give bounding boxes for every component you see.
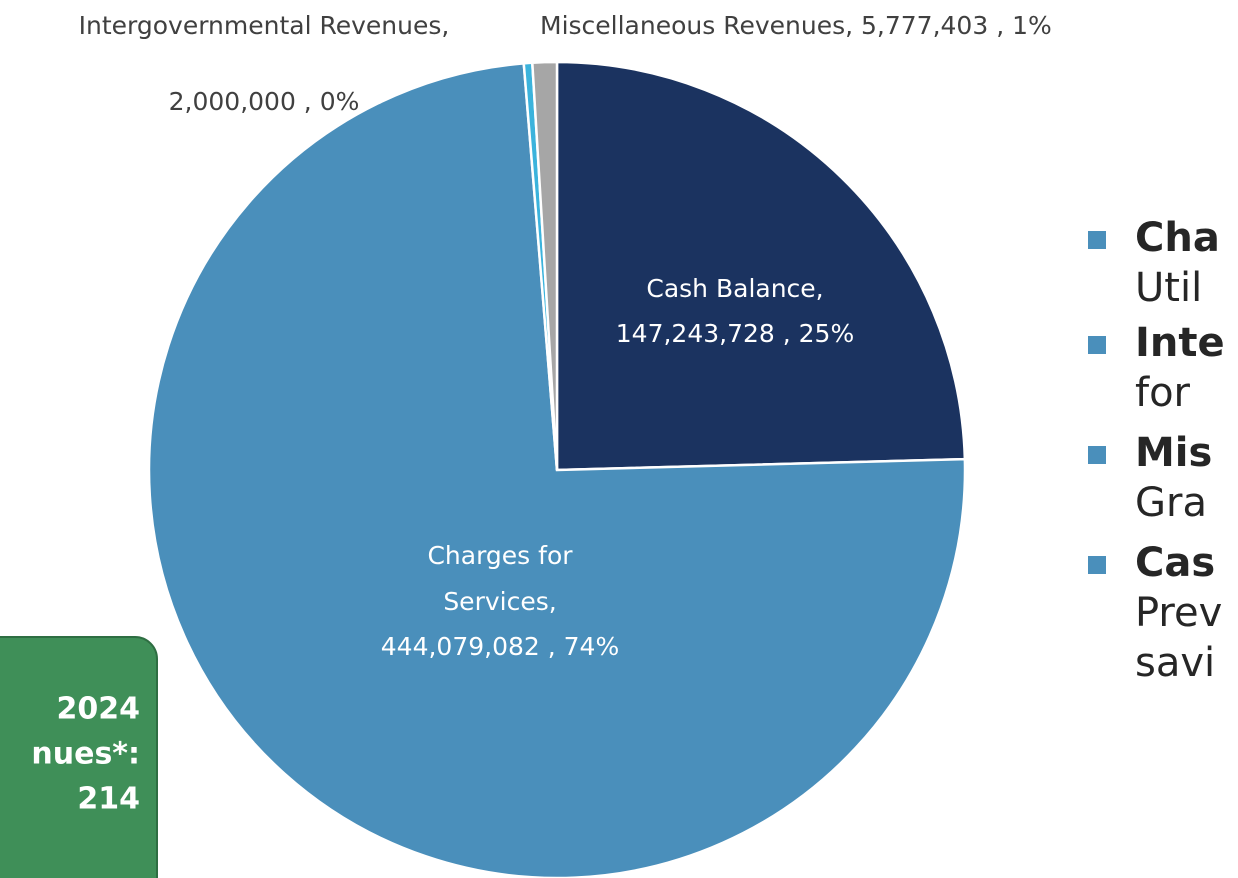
value-label: 147,243,728 , 25% bbox=[616, 319, 854, 348]
category-label: Intergovernmental Revenues, bbox=[79, 11, 450, 40]
value-label: 2,000,000 , 0% bbox=[169, 87, 360, 116]
callout-line: 214 bbox=[77, 782, 140, 817]
data-label: Charges for Services, 444,079,082 , 74% bbox=[381, 541, 619, 661]
pie bbox=[147, 60, 967, 878]
bullet-text: Gra bbox=[1135, 480, 1207, 526]
data-label: Miscellaneous Revenues, 5,777,403 , 1% bbox=[540, 11, 1052, 40]
category-label: Miscellaneous Revenues, bbox=[540, 11, 853, 40]
data-label: Cash Balance, 147,243,728 , 25% bbox=[616, 274, 854, 348]
bullet-title: Cas bbox=[1135, 540, 1215, 586]
bullet-text: Util bbox=[1135, 265, 1202, 311]
pie-slice bbox=[555, 60, 967, 472]
bullet-title: Mis bbox=[1135, 430, 1212, 476]
pie-slice bbox=[147, 62, 967, 878]
bullet-text: Prev bbox=[1135, 590, 1222, 636]
bullet-title: Cha bbox=[1135, 215, 1220, 261]
bullet-title: Inte bbox=[1135, 320, 1225, 366]
callout-line: 2024 bbox=[57, 692, 141, 727]
bullet-text: savi bbox=[1135, 640, 1215, 686]
bullet-marker bbox=[1088, 556, 1106, 574]
callout-line: nues*: bbox=[31, 737, 140, 772]
callout-box bbox=[0, 636, 158, 878]
bullet-marker bbox=[1088, 231, 1106, 249]
data-label: Intergovernmental Revenues, 2,000,000 , 0… bbox=[79, 11, 450, 116]
category-label: Charges for bbox=[427, 541, 573, 570]
bullet-marker bbox=[1088, 446, 1106, 464]
bullet-text: for bbox=[1135, 370, 1191, 416]
value-label: 5,777,403 , 1% bbox=[853, 11, 1052, 40]
value-label: 444,079,082 , 74% bbox=[381, 632, 619, 661]
category-label: Services, bbox=[443, 587, 556, 616]
category-label: Cash Balance, bbox=[646, 274, 823, 303]
pie-slice bbox=[530, 60, 559, 471]
bullet-marker bbox=[1088, 336, 1106, 354]
